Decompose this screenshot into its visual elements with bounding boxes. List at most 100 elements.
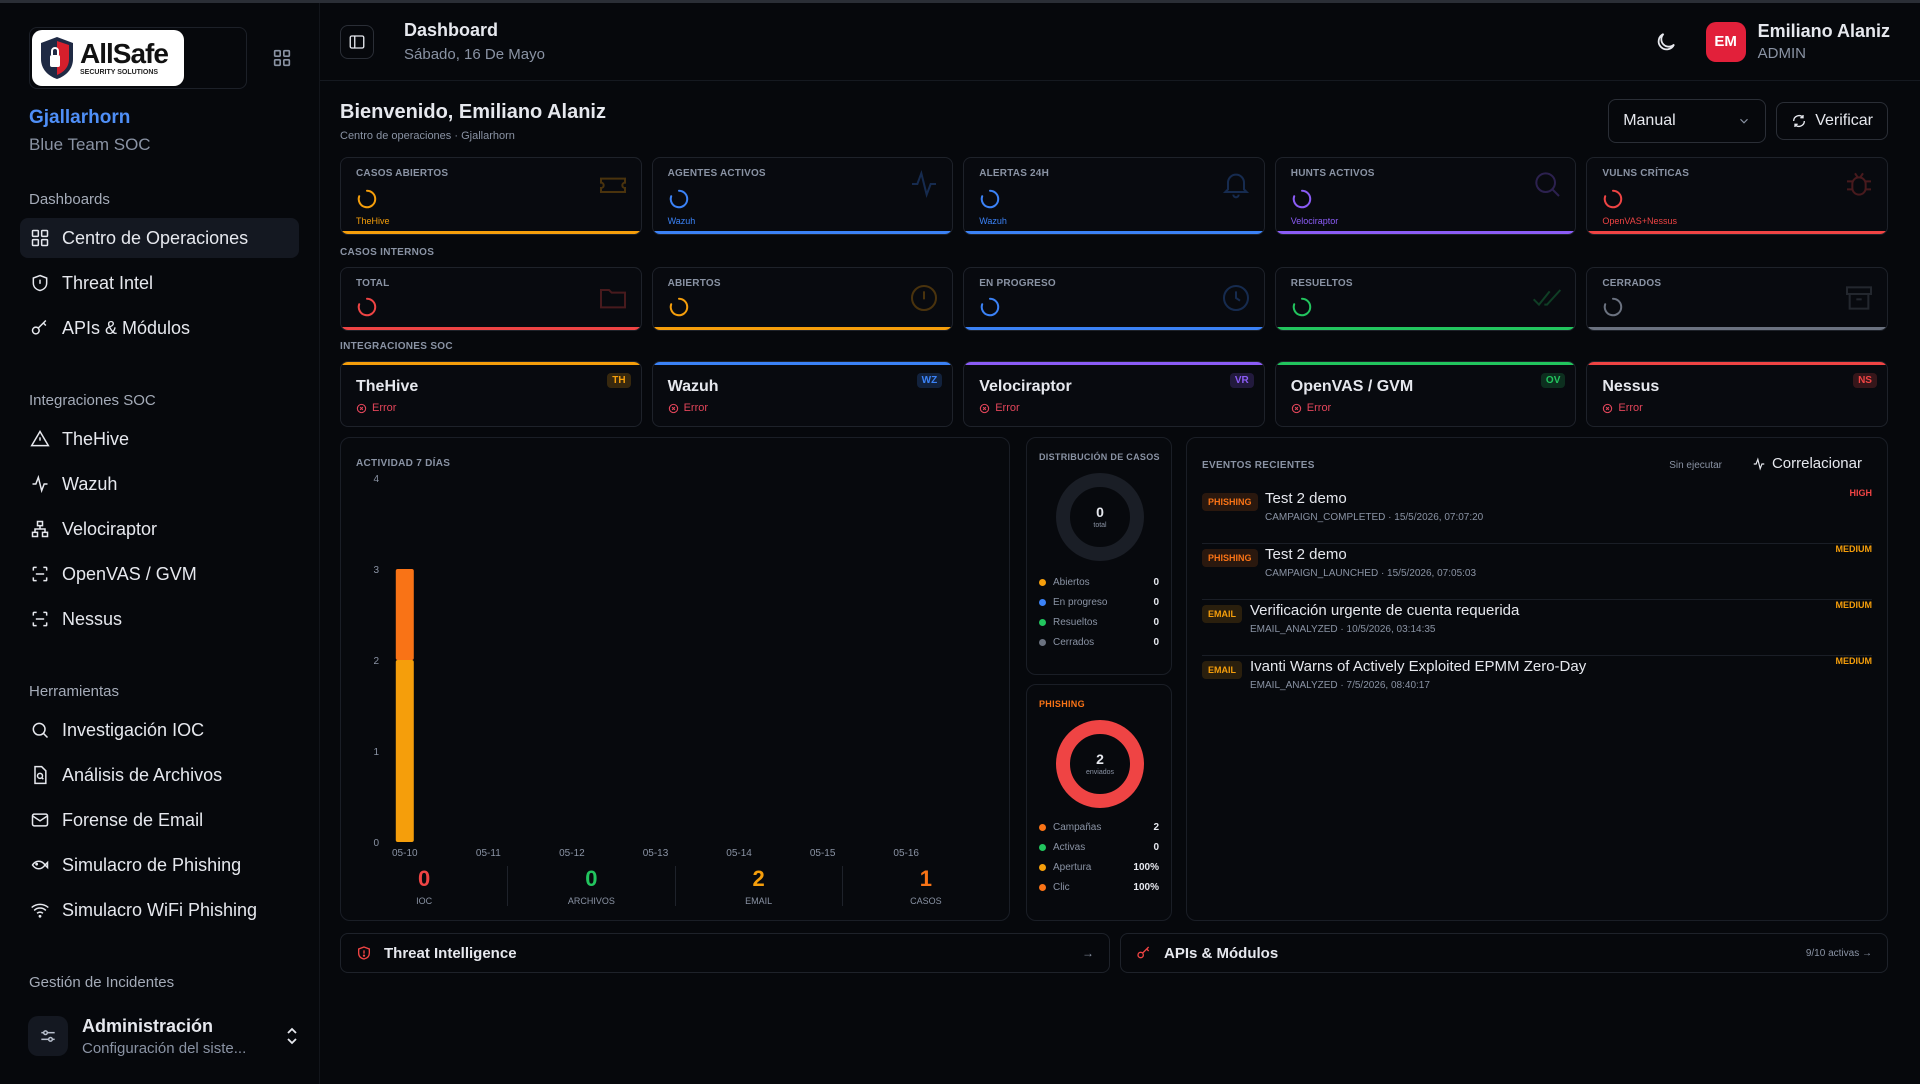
verify-button[interactable]: Verificar [1776,102,1888,140]
sidebar-item-label: Análisis de Archivos [62,764,223,785]
case-card-en-progreso[interactable]: EN PROGRESO [963,267,1265,331]
apis-modules-link[interactable]: APIs & Módulos 9/10 activas → [1120,933,1888,973]
sidebar-item-threat-intel[interactable]: Threat Intel [20,263,299,303]
kpi-card-casos-abiertos[interactable]: CASOS ABIERTOS TheHive [340,157,642,235]
loading-spinner-icon [1292,297,1311,317]
nav-section-title: Integraciones SOC [29,392,156,409]
file-search-icon [34,765,47,785]
sidebar-item-centro-de-operaciones[interactable]: Centro de Operaciones [20,218,299,258]
correlation-status: Sin ejecutar [1669,460,1722,471]
shield-logo-icon [41,37,73,79]
sidebar-item-nessus[interactable]: Nessus [20,599,299,639]
legend-item-cerrados: Cerrados 0 [1039,632,1159,652]
correlate-button[interactable]: Correlacionar [1752,455,1862,472]
moon-icon[interactable] [1654,30,1678,54]
sidebar-item-velociraptor[interactable]: Velociraptor [20,509,299,549]
sidebar-item-label: Centro de Operaciones [62,227,249,248]
event-subtitle: CAMPAIGN_COMPLETED · 15/5/2026, 07:07:20 [1265,512,1484,523]
grid-icon[interactable] [271,47,293,69]
chevron-down-icon [1740,118,1749,124]
kpi-source: TheHive [356,216,390,226]
case-card-total[interactable]: TOTAL [340,267,642,331]
scan-icon [32,611,48,627]
sidebar-item-simulacro-wifi-phishing[interactable]: Simulacro WiFi Phishing [20,890,299,930]
case-total: 0 [1096,504,1104,520]
integration-card-thehive[interactable]: TheHive Error TH [340,361,642,427]
verify-label: Verificar [1815,112,1873,129]
loading-spinner-icon [1604,189,1623,209]
integration-card-openvas-gvm[interactable]: OpenVAS / GVM Error OV [1274,361,1577,427]
sidebar-item-label: Investigación IOC [62,719,205,740]
admin-menu[interactable]: Administración Configuración del siste..… [28,1008,300,1064]
sidebar-item-label: Velociraptor [62,518,158,539]
legend-dot [1039,598,1046,606]
stat-value: 2 [752,866,765,891]
stat-label: IOC [416,896,433,906]
mode-select[interactable]: Manual [1608,99,1767,143]
phishing-title: PHISHING [1039,699,1085,709]
case-card-cerrados[interactable]: CERRADOS [1586,267,1888,331]
sidebar-item-analisis-de-archivos[interactable]: Análisis de Archivos [20,755,299,795]
event-item[interactable]: PHISHING Test 2 demo CAMPAIGN_COMPLETED · … [1202,488,1872,544]
sidebar-item-investigacion-ioc[interactable]: Investigación IOC [20,710,299,750]
activity-icon [32,474,48,494]
kpi-card-hunts-activos[interactable]: HUNTS ACTIVOS Velociraptor [1274,157,1577,235]
loading-spinner-icon [357,297,377,317]
integration-card-nessus[interactable]: Nessus Error NS [1586,361,1888,427]
x-tick-label: 05-15 [810,848,836,859]
phishing-total: 2 [1096,751,1104,767]
event-type-badge: EMAIL [1202,605,1242,623]
case-accent-bar [652,327,953,330]
threat-intel-link[interactable]: Threat Intelligence → [340,933,1110,973]
brand-switcher[interactable]: AllSafe SECURITY SOLUTIONS [29,27,247,89]
integrations-title: INTEGRACIONES SOC [340,341,453,352]
legend-dot [1039,638,1046,646]
integration-accent-bar [652,362,953,365]
team-name: Blue Team SOC [29,135,151,154]
nav-section-title: Gestión de Incidentes [29,974,175,991]
kpi-card-vulns-criticas[interactable]: VULNS CRÍTICAS OpenVAS+Nessus [1586,157,1888,235]
legend-label: Clic [1053,881,1070,893]
welcome-subtitle: Centro de operaciones · Gjallarhorn [340,130,515,142]
sidebar-item-simulacro-de-phishing[interactable]: Simulacro de Phishing [20,845,299,885]
stat-ioc: 0 IOC [341,866,509,906]
integration-status: Error [356,402,396,414]
event-item[interactable]: PHISHING Test 2 demo CAMPAIGN_LAUNCHED · 1… [1202,544,1872,600]
legend-label: Apertura [1053,861,1092,873]
integration-card-wazuh[interactable]: Wazuh Error WZ [651,361,954,427]
sidebar-item-thehive[interactable]: TheHive [20,419,299,459]
event-severity: MEDIUM [1835,544,1873,554]
shield-alert-icon [358,946,370,960]
event-item[interactable]: EMAIL Verificación urgente de cuenta requ… [1202,600,1872,656]
event-title: Ivanti Warns of Actively Exploited EPMM … [1250,658,1587,675]
kpi-card-agentes-activos[interactable]: AGENTES ACTIVOS Wazuh [651,157,954,235]
integration-card-velociraptor[interactable]: Velociraptor Error VR [963,361,1265,427]
toggle-sidebar-button[interactable] [340,24,374,59]
kpi-source: Wazuh [667,216,696,226]
legend-label: Activas [1053,841,1086,853]
phishing-total-label: enviados [1085,769,1115,776]
case-card-abiertos[interactable]: ABIERTOS [651,267,954,331]
event-item[interactable]: EMAIL Ivanti Warns of Actively Exploited … [1202,656,1872,712]
legend-item-clic: Clic 100% [1039,877,1159,897]
event-severity: MEDIUM [1835,600,1873,610]
legend-label: En progreso [1053,596,1108,608]
legend-dot [1039,863,1046,871]
sidebar-nav: Dashboards Centro de Operaciones Threat In… [20,191,299,991]
sidebar-item-forense-de-email[interactable]: Forense de Email [20,800,299,840]
y-tick-label: 2 [373,656,379,667]
sidebar-item-wazuh[interactable]: Wazuh [20,464,299,504]
case-card-resueltos[interactable]: RESUELTOS [1274,267,1577,331]
ticket-icon [599,177,626,193]
sidebar-item-apis-modulos[interactable]: APIs & Módulos [20,308,299,348]
avatar[interactable]: EM [1705,21,1746,62]
sidebar-item-openvas-gvm[interactable]: OpenVAS / GVM [20,554,299,594]
integration-accent-bar [964,362,1264,365]
refresh-icon [1793,115,1806,127]
arrow-right-icon: → [1082,946,1094,960]
stat-value: 0 [585,866,598,891]
user-info[interactable]: Emiliano Alaniz ADMIN [1758,21,1890,62]
network-icon [31,520,49,538]
case-distribution-panel: DISTRIBUCIÓN DE CASOS 0 total Abiertos 0 E… [1026,437,1172,675]
kpi-card-alertas-24h[interactable]: ALERTAS 24H Wazuh [963,157,1265,235]
